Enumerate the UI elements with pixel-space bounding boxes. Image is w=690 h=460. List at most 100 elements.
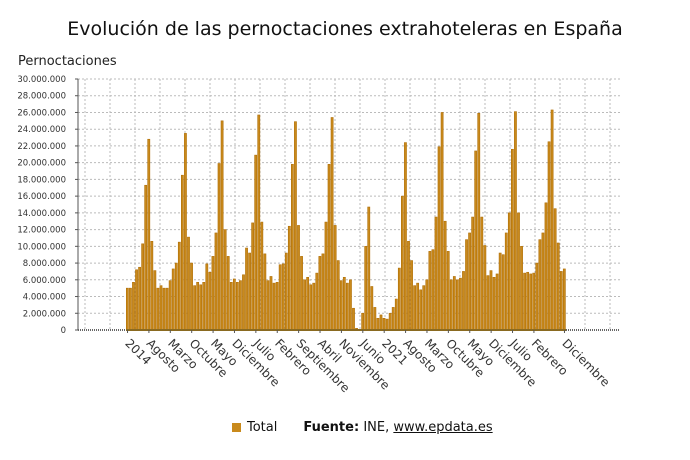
bar [459, 277, 462, 331]
bar [431, 249, 435, 331]
bar [156, 287, 160, 331]
bar [327, 164, 331, 331]
bar [165, 287, 169, 331]
bar [462, 271, 465, 331]
bar [281, 263, 285, 331]
bar [422, 285, 426, 331]
bar [419, 289, 423, 331]
bar [300, 256, 303, 331]
y-tick-label: 6.000.000 [23, 276, 66, 286]
bar [504, 232, 508, 331]
bar [523, 272, 526, 331]
bar [520, 246, 523, 331]
bar [196, 282, 200, 331]
bar [159, 285, 163, 331]
y-tick-label: 18.000.000 [17, 175, 66, 185]
bar [181, 174, 184, 331]
bar [339, 280, 343, 331]
bar [559, 271, 563, 331]
bar [535, 262, 539, 331]
bar [510, 148, 514, 331]
y-tick-label: 26.000.000 [17, 108, 66, 118]
bar [135, 269, 138, 331]
bar [404, 142, 407, 331]
bar [562, 268, 566, 331]
bar [388, 312, 392, 331]
bar [269, 276, 273, 331]
bar [477, 113, 481, 331]
bar [129, 287, 132, 331]
bar [361, 312, 365, 331]
bar [468, 232, 471, 331]
bar [321, 253, 325, 331]
bar [501, 254, 505, 331]
bar [492, 276, 496, 331]
bar [126, 287, 129, 331]
bar [382, 317, 386, 331]
bar [455, 279, 459, 331]
bar [345, 282, 349, 331]
bar [336, 260, 340, 331]
chart-title: Evolución de las pernoctaciones extrahot… [67, 18, 623, 40]
bar [251, 222, 255, 331]
legend: Total Fuente: INE, www.epdata.es [232, 420, 493, 435]
bar [486, 275, 490, 331]
bar [242, 274, 245, 331]
bar [446, 251, 450, 331]
bar [394, 298, 398, 331]
bar [440, 112, 444, 331]
y-tick-label: 12.000.000 [17, 226, 66, 236]
bar [199, 284, 203, 331]
bar [556, 242, 560, 331]
legend-swatch-total [232, 423, 241, 432]
bar [367, 206, 371, 331]
y-tick-label: 4.000.000 [23, 293, 66, 303]
bar [226, 256, 230, 331]
y-tick-label: 2.000.000 [23, 309, 66, 319]
bar [193, 285, 196, 331]
source-link[interactable]: www.epdata.es [393, 420, 493, 435]
y-tick-label: 30.000.000 [17, 75, 66, 85]
bar [278, 264, 282, 331]
y-tick-label: 0 [61, 326, 66, 336]
bar [306, 276, 310, 331]
bar [471, 216, 475, 331]
bar [483, 245, 487, 331]
bar [489, 270, 493, 331]
bar [284, 252, 288, 331]
bar [373, 307, 377, 331]
y-tick-label: 14.000.000 [17, 209, 66, 219]
bar [177, 241, 181, 331]
bar [529, 273, 533, 331]
bar [275, 282, 279, 331]
bar [236, 282, 239, 331]
bar [153, 270, 157, 331]
bar [391, 307, 395, 331]
bar [425, 279, 429, 331]
bar [397, 267, 401, 331]
bar [162, 287, 166, 331]
source-note: Fuente: INE, www.epdata.es [303, 420, 492, 435]
bar [138, 266, 141, 331]
bar [330, 117, 334, 331]
bar [443, 220, 447, 331]
bar [263, 253, 267, 331]
source-text: INE, [363, 420, 390, 435]
y-tick-label: 28.000.000 [17, 92, 66, 102]
bar [413, 285, 416, 331]
bar [364, 246, 368, 331]
bar [498, 252, 502, 331]
bar [400, 195, 404, 331]
bar [229, 282, 233, 331]
bar [553, 208, 557, 331]
bar [437, 146, 441, 331]
bar [434, 216, 438, 331]
bar [342, 276, 346, 331]
bar [385, 318, 389, 331]
y-tick-label: 24.000.000 [17, 125, 66, 135]
bar [257, 114, 261, 331]
bar [171, 268, 175, 331]
x-tick-label: Diciembre [559, 336, 612, 389]
bar [517, 212, 520, 331]
